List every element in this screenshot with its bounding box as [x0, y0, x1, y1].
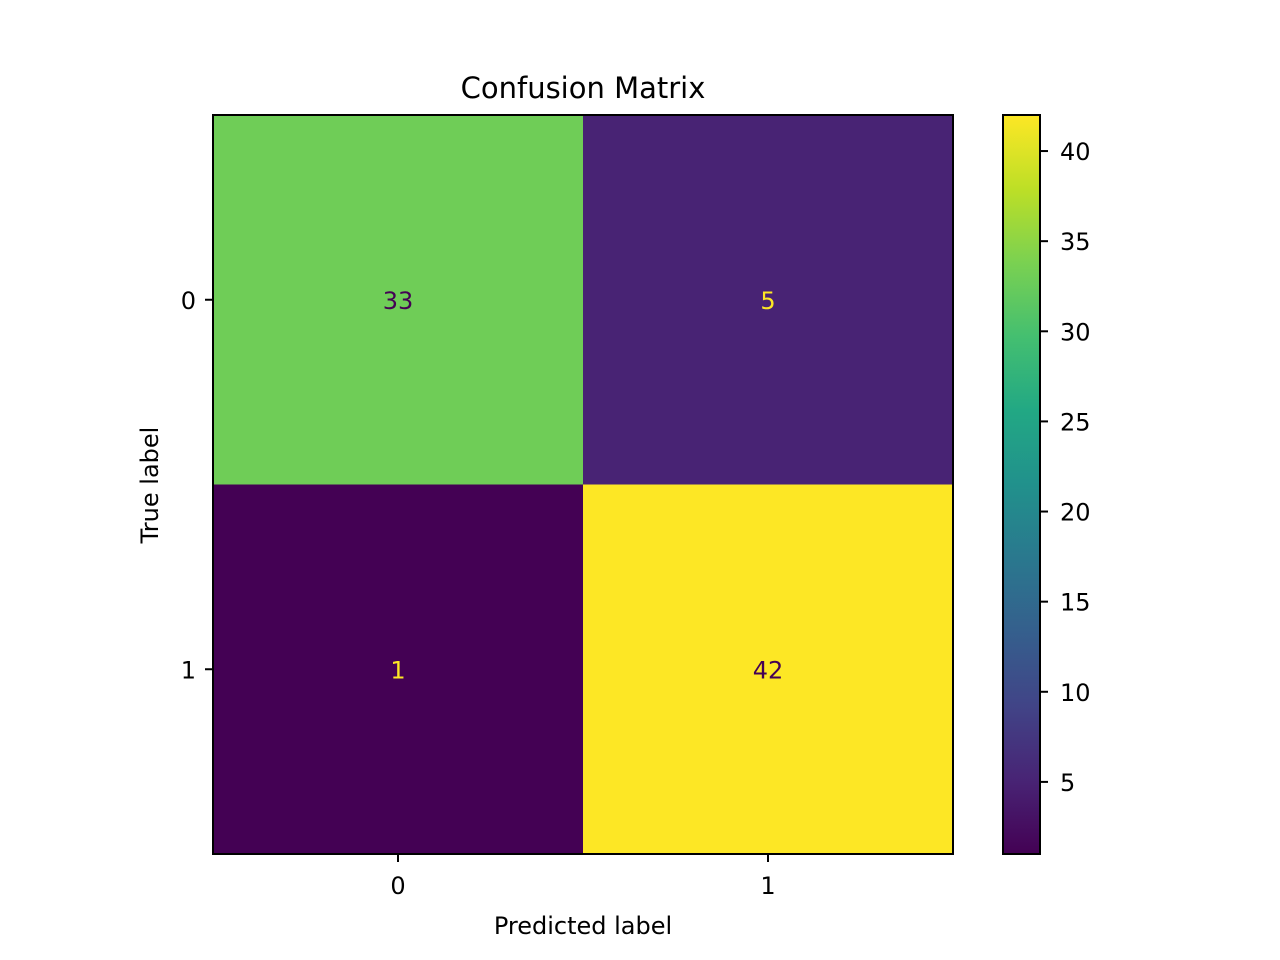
cell-value-label: 1 — [390, 656, 405, 684]
heatmap-cell — [583, 115, 954, 485]
colorbar-ticks: 5 10 15 20 25 30 35 40 — [1040, 138, 1091, 797]
colorbar-frame — [1002, 114, 1041, 855]
heatmap-cells: 33 5 1 42 — [213, 115, 954, 855]
heatmap-cell — [583, 484, 954, 855]
heatmap-cell — [213, 115, 584, 485]
colorbar-tick-label: 15 — [1060, 589, 1091, 617]
colorbar-tick-label: 35 — [1060, 228, 1091, 256]
x-tick-label: 0 — [390, 872, 405, 900]
cell-value-label: 5 — [760, 287, 775, 315]
colorbar-tick-label: 10 — [1060, 679, 1091, 707]
colorbar — [1003, 115, 1040, 854]
heatmap-cell — [213, 484, 584, 855]
chart-title: Confusion Matrix — [461, 71, 706, 105]
y-tick-label: 1 — [181, 656, 196, 684]
cell-value-label: 42 — [753, 656, 784, 684]
y-tick-label: 0 — [181, 287, 196, 315]
cell-value-label: 33 — [383, 287, 414, 315]
colorbar-tick-label: 5 — [1060, 769, 1075, 797]
heatmap-frame — [212, 114, 954, 855]
y-axis-label: True label — [136, 427, 164, 545]
x-tick-label: 1 — [760, 872, 775, 900]
colorbar-tick-label: 40 — [1060, 138, 1091, 166]
colorbar-tick-label: 30 — [1060, 318, 1091, 346]
colorbar-tick-label: 20 — [1060, 499, 1091, 527]
y-axis-ticks: 01 — [181, 287, 213, 684]
colorbar-tick-label: 25 — [1060, 408, 1091, 436]
x-axis-label: Predicted label — [494, 912, 672, 940]
